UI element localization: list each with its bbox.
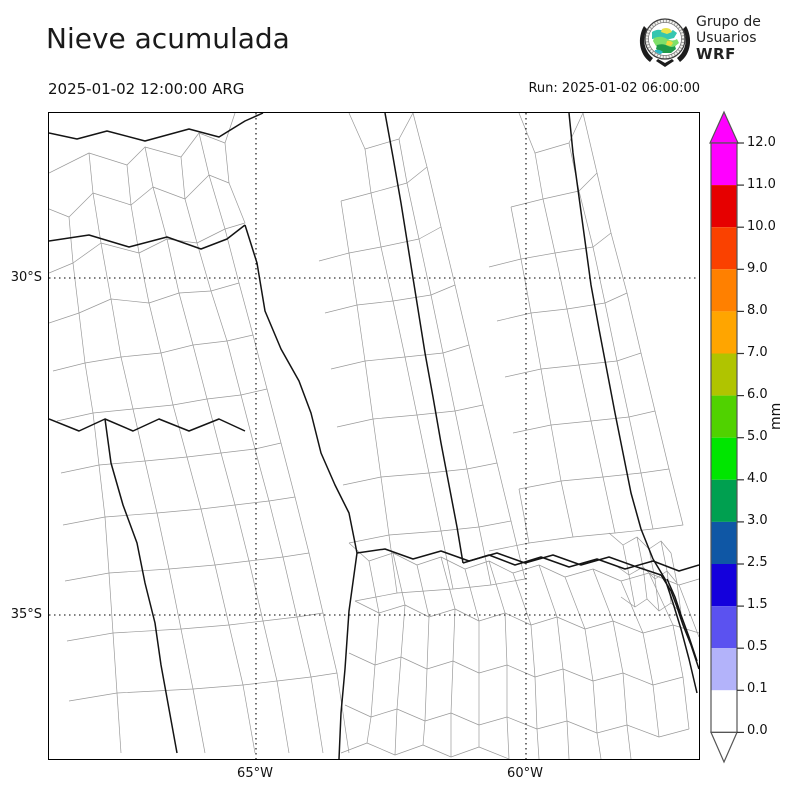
colorbar[interactable]: 12.0 11.0 10.0 9.0 8.0 7.0 6.0 5.0 4.0 3…: [700, 108, 800, 768]
colorbar-tick-01: 0.1: [747, 681, 768, 696]
colorbar-ticks: [737, 142, 744, 734]
page-title: Nieve acumulada: [46, 22, 290, 55]
colorbar-tick-15: 1.5: [747, 597, 768, 612]
colorbar-tick-00: 0.0: [747, 723, 768, 738]
colorbar-tick-10: 10.0: [747, 219, 776, 234]
map-canvas[interactable]: [48, 112, 700, 760]
colorbar-tick-4: 4.0: [747, 471, 768, 486]
department-borders: [49, 113, 699, 759]
province-borders: [49, 113, 699, 759]
colorbar-tick-5: 5.0: [747, 429, 768, 444]
globe-emblem-icon: [636, 12, 694, 70]
logo-line-3: WRF: [696, 45, 736, 63]
graticule-lines: [49, 113, 699, 759]
logo-line-1: Grupo de: [696, 14, 761, 30]
colorbar-tick-9: 9.0: [747, 261, 768, 276]
colorbar-unit-label: mm: [768, 402, 784, 430]
lon-tick-label-65w: 65°W: [237, 766, 273, 781]
colorbar-tick-05: 0.5: [747, 639, 768, 654]
colorbar-tick-6: 6.0: [747, 387, 768, 402]
colorbar-bands: [711, 143, 737, 733]
colorbar-tick-12: 12.0: [747, 135, 776, 150]
valid-time-label: 2025-01-02 12:00:00 ARG: [48, 80, 245, 98]
colorbar-tick-7: 7.0: [747, 345, 768, 360]
colorbar-tick-8: 8.0: [747, 303, 768, 318]
colorbar-tick-11: 11.0: [747, 177, 776, 192]
brand-logo: Grupo de Usuarios WRF: [636, 12, 796, 74]
lat-tick-label-35s: 35°S: [10, 607, 42, 622]
lat-tick-label-30s: 30°S: [10, 270, 42, 285]
colorbar-tick-25: 2.5: [747, 555, 768, 570]
run-time-label: Run: 2025-01-02 06:00:00: [528, 81, 700, 96]
colorbar-under-arrow: [710, 731, 738, 764]
logo-text: Grupo de Usuarios WRF: [696, 14, 761, 62]
colorbar-tick-3: 3.0: [747, 513, 768, 528]
lon-tick-label-60w: 60°W: [507, 766, 543, 781]
logo-line-2: Usuarios: [696, 30, 757, 46]
colorbar-over-arrow: [709, 110, 739, 144]
